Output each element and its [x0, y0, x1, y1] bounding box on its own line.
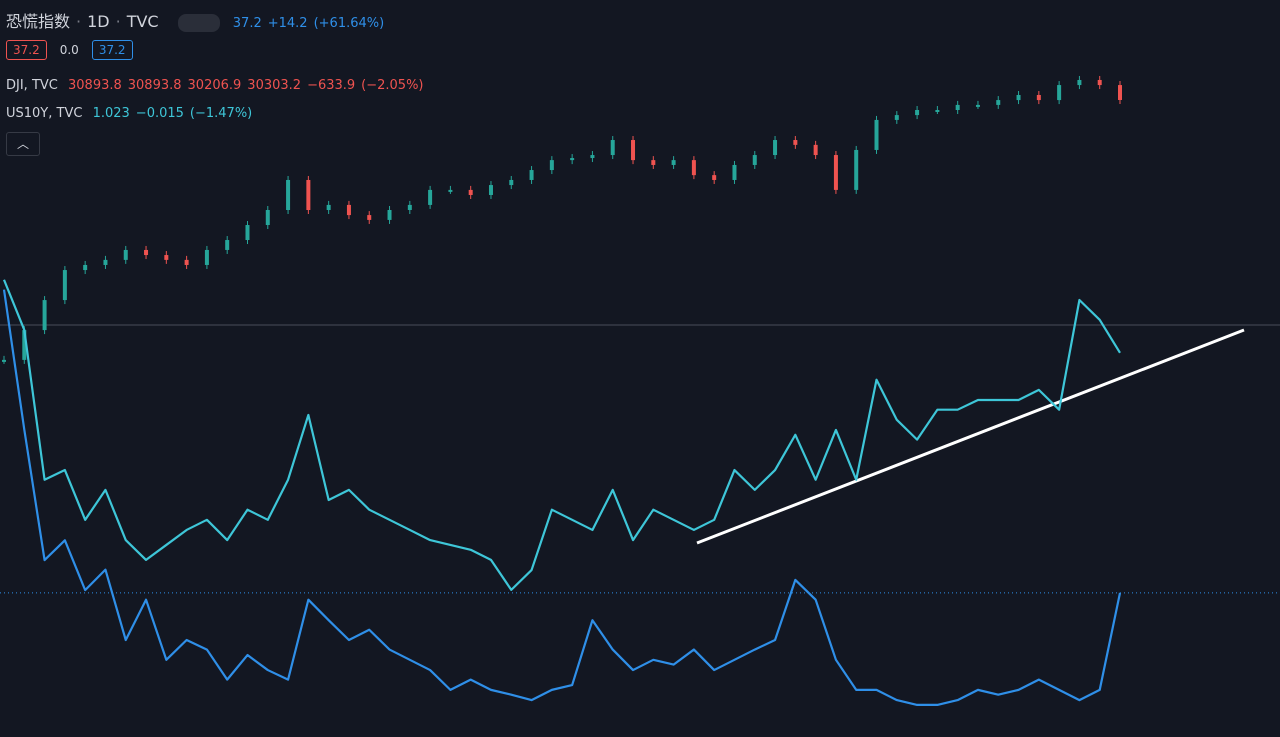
candle [225, 240, 230, 250]
badge[interactable]: 37.2 [6, 40, 47, 60]
badges: 37.2 0.0 37.2 [6, 40, 139, 60]
candle [549, 160, 554, 171]
candle [610, 140, 615, 156]
candle [773, 140, 778, 156]
candle [488, 185, 493, 195]
candle [1097, 79, 1102, 86]
candle [42, 300, 47, 331]
overlay-field: 30893.8 [127, 78, 182, 93]
candle [570, 158, 575, 161]
candle [935, 110, 940, 113]
candle [651, 160, 656, 165]
candle [367, 215, 372, 220]
candle [468, 189, 473, 195]
candle [752, 155, 757, 165]
candle [732, 164, 737, 180]
candle [1036, 94, 1041, 101]
overlay-legend: DJI, TVC 30893.8 30893.8 30206.9 30303.2 −63… [6, 78, 436, 93]
last: 37.2 [232, 16, 262, 31]
badge[interactable]: 0.0 [59, 43, 79, 57]
candle [387, 210, 392, 220]
overlay-field: (−1.47%) [189, 106, 253, 121]
candle [691, 160, 696, 176]
candle [164, 255, 169, 260]
candle [874, 119, 879, 150]
badge[interactable]: 37.2 [91, 40, 133, 60]
candle [1077, 79, 1082, 86]
candle [103, 259, 108, 265]
overlay-name: DJI, TVC [6, 78, 58, 93]
candle [854, 149, 859, 190]
candle [306, 179, 311, 211]
candle [915, 110, 920, 116]
interval: 1D [87, 12, 110, 31]
legend-main: 恐慌指数 · 1D · TVC 37.2 +14.2 (+61.64%) [6, 12, 385, 32]
candle [712, 175, 717, 180]
candle [1057, 85, 1062, 101]
collapse-button[interactable]: ︿ [6, 132, 40, 156]
candle [955, 104, 960, 111]
candle [1118, 85, 1122, 100]
candle [529, 170, 534, 180]
candle [448, 189, 453, 192]
candle [833, 155, 838, 190]
candle [123, 249, 128, 260]
series-line [2, 289, 1122, 706]
overlay-field: 30893.8 [68, 78, 122, 93]
candle [204, 249, 209, 265]
change: +14.2 [267, 16, 308, 31]
status-pill[interactable] [177, 13, 220, 32]
overlay-field: 30303.2 [247, 78, 302, 93]
candle [894, 115, 899, 120]
overlay-field: 30206.9 [187, 78, 242, 93]
candle [2, 359, 6, 362]
candle [326, 204, 331, 211]
candle [509, 179, 514, 186]
series-line [2, 279, 1121, 591]
symbol: 恐慌指数 [6, 12, 71, 31]
exchange: TVC [126, 12, 159, 31]
candle [245, 225, 250, 241]
candle [590, 155, 595, 159]
overlay-legend: US10Y, TVC 1.023 −0.015 (−1.47%) [6, 106, 264, 121]
candle [671, 160, 676, 165]
candle [346, 204, 351, 216]
candle [996, 100, 1001, 105]
candle [83, 264, 88, 271]
candle [1016, 94, 1021, 101]
overlay-name: US10Y, TVC [6, 106, 83, 121]
candle [975, 104, 980, 107]
change-pct: (+61.64%) [313, 16, 385, 31]
overlay-field: −633.9 [307, 78, 356, 93]
candle [184, 259, 189, 265]
candle [407, 204, 412, 211]
candle [62, 270, 67, 301]
candle [144, 249, 149, 256]
overlay-field: 1.023 [92, 106, 130, 121]
candle [631, 140, 636, 161]
overlay-field: −0.015 [135, 106, 184, 121]
overlay-field: (−2.05%) [361, 78, 424, 93]
candle [286, 179, 291, 211]
candle [265, 210, 270, 226]
trend-line [696, 328, 1245, 545]
candle [793, 140, 798, 145]
candle [22, 330, 27, 360]
candle [428, 189, 433, 205]
candle [813, 144, 818, 156]
